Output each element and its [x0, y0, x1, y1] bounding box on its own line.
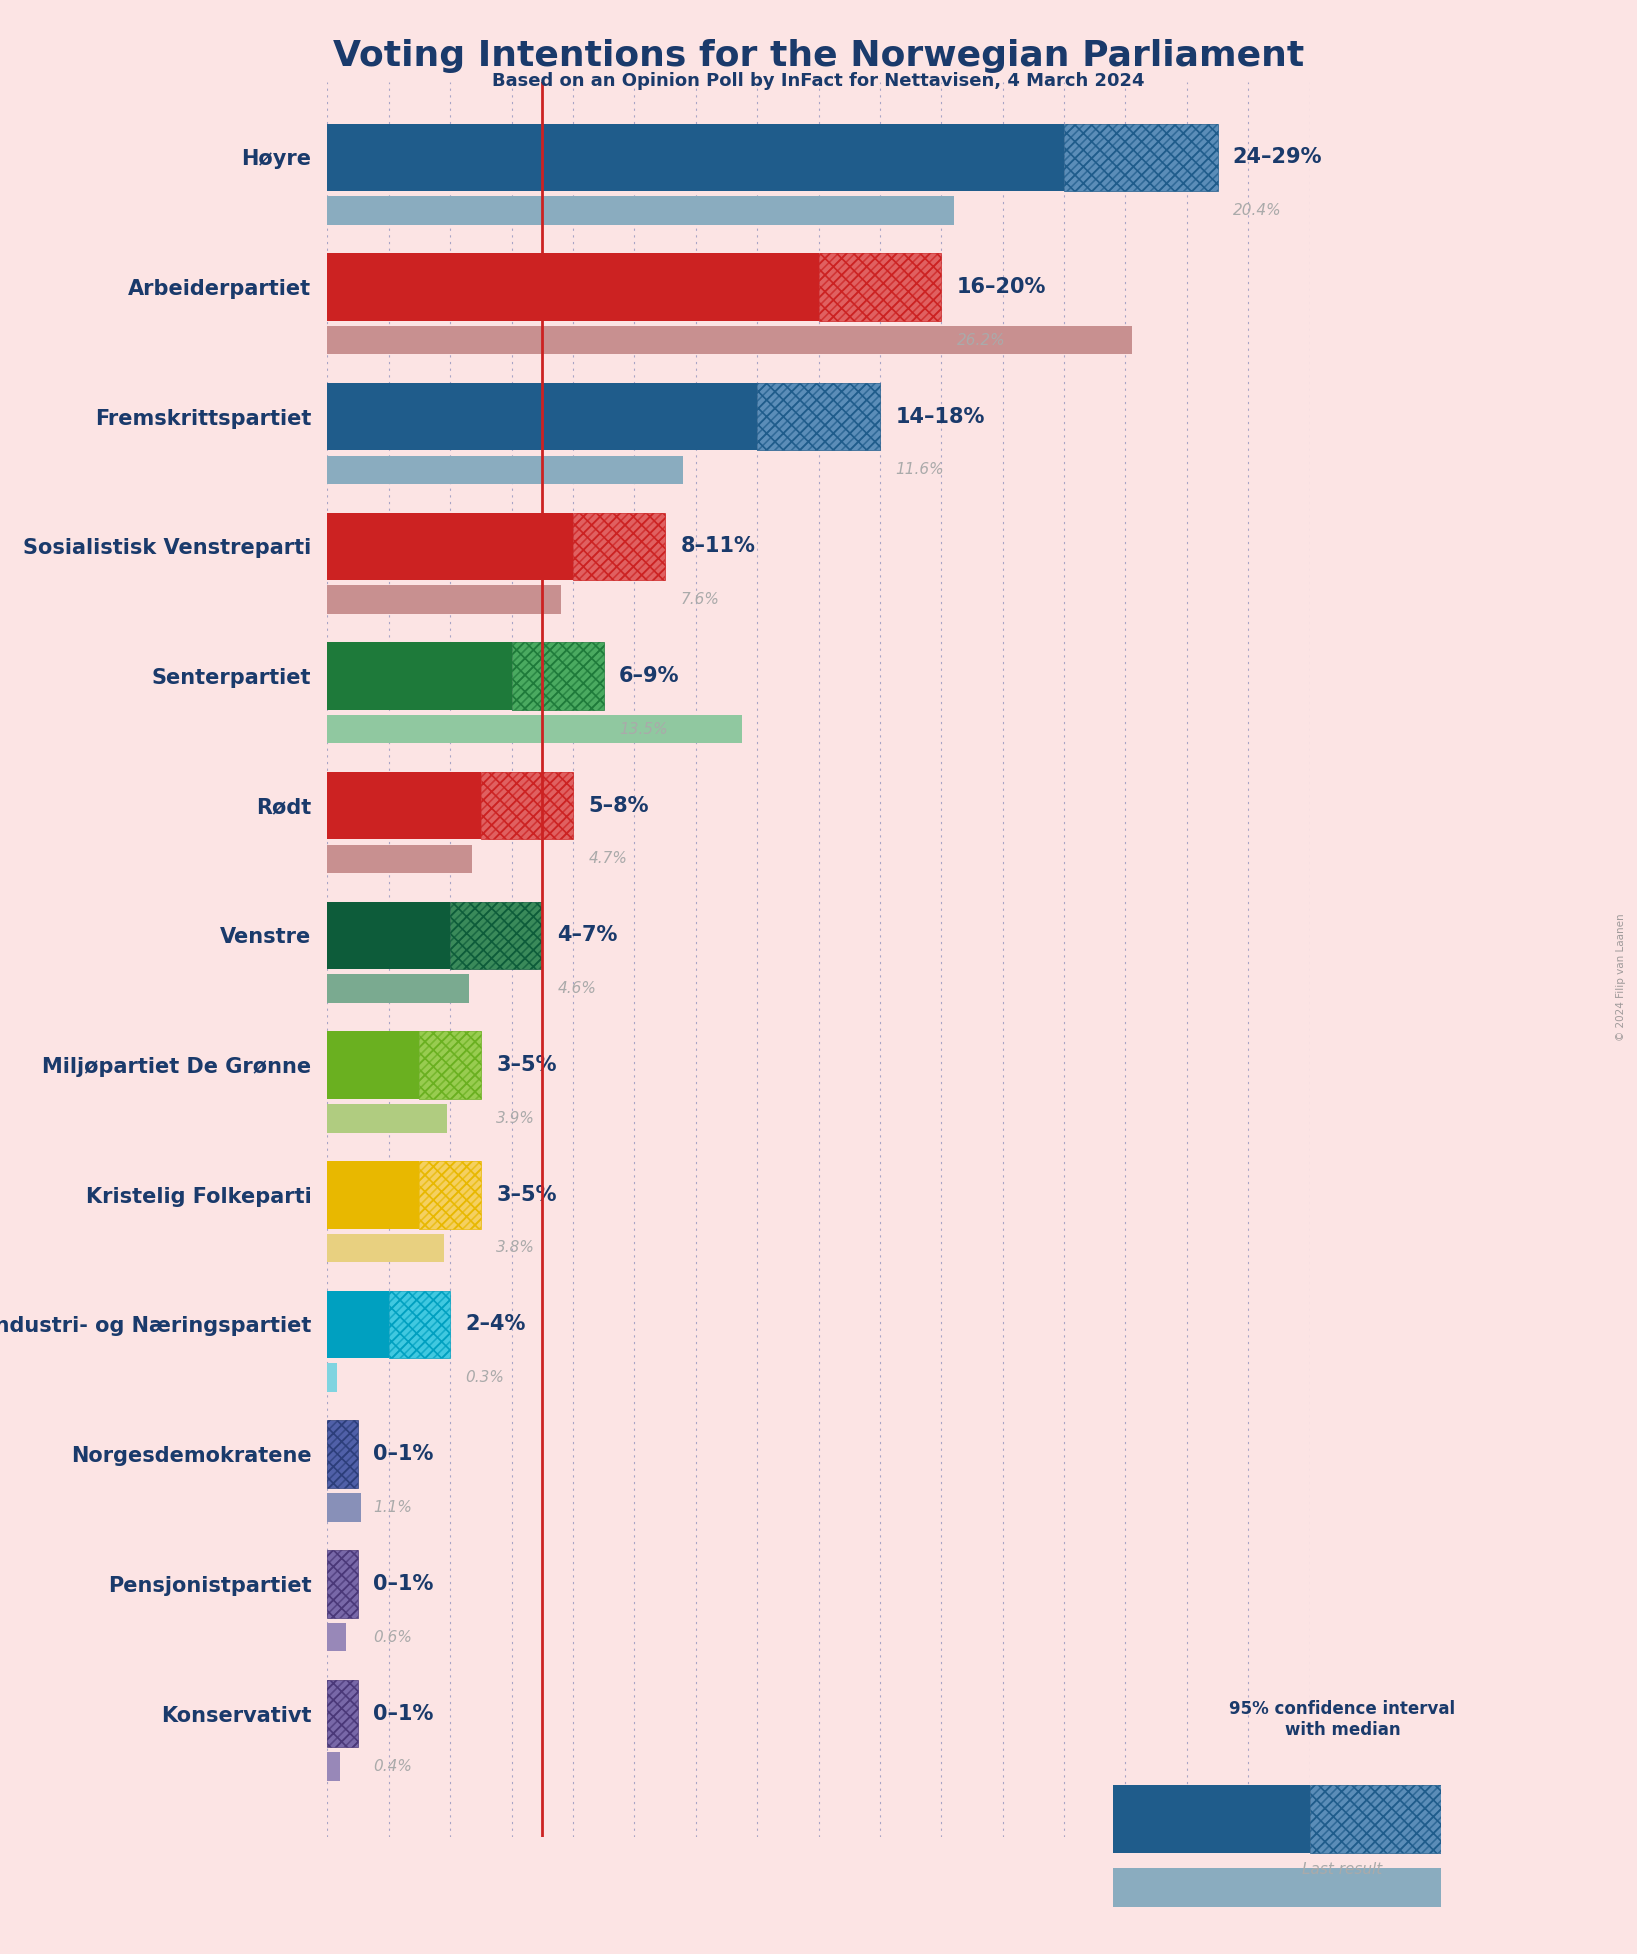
Bar	[481, 772, 573, 840]
Bar	[512, 643, 604, 709]
Bar	[327, 772, 481, 840]
Text: Based on an Opinion Poll by InFact for Nettavisen, 4 March 2024: Based on an Opinion Poll by InFact for N…	[493, 72, 1144, 90]
Text: 1.1%: 1.1%	[373, 1501, 413, 1514]
Bar	[573, 512, 665, 580]
Bar	[327, 455, 684, 485]
Bar	[450, 901, 542, 969]
Bar	[327, 1104, 447, 1133]
Text: 3.9%: 3.9%	[496, 1110, 535, 1126]
Text: 5–8%: 5–8%	[588, 795, 648, 815]
Bar	[818, 254, 941, 320]
Text: 6–9%: 6–9%	[619, 666, 679, 686]
Bar	[327, 975, 468, 1002]
Text: 4–7%: 4–7%	[558, 926, 619, 946]
Bar	[327, 1032, 419, 1098]
Text: Last result: Last result	[1301, 1862, 1383, 1878]
Bar	[327, 1421, 359, 1487]
Text: 3–5%: 3–5%	[496, 1184, 557, 1206]
Bar	[327, 326, 1131, 354]
Text: 0.3%: 0.3%	[465, 1370, 504, 1385]
Bar	[327, 1550, 359, 1618]
Bar	[450, 901, 542, 969]
Text: Voting Intentions for the Norwegian Parliament: Voting Intentions for the Norwegian Parl…	[332, 39, 1305, 72]
Bar	[419, 1032, 481, 1098]
Bar	[419, 1161, 481, 1229]
Bar	[327, 254, 818, 320]
Text: 95% confidence interval
with median: 95% confidence interval with median	[1229, 1700, 1455, 1739]
Bar	[1064, 123, 1218, 191]
Text: 11.6%: 11.6%	[895, 463, 945, 477]
Text: 3–5%: 3–5%	[496, 1055, 557, 1075]
Text: 14–18%: 14–18%	[895, 406, 984, 426]
Bar	[419, 1161, 481, 1229]
Bar	[327, 1292, 390, 1358]
Text: 3.8%: 3.8%	[496, 1241, 535, 1256]
Bar	[327, 586, 560, 614]
Bar	[419, 1032, 481, 1098]
Bar	[327, 1550, 359, 1618]
Bar	[390, 1292, 450, 1358]
Text: 7.6%: 7.6%	[681, 592, 719, 608]
Text: 24–29%: 24–29%	[1233, 147, 1323, 168]
Bar	[758, 383, 881, 449]
Bar	[327, 1161, 419, 1229]
Text: 26.2%: 26.2%	[956, 332, 1005, 348]
Bar	[818, 254, 941, 320]
Bar	[327, 123, 1064, 191]
Bar	[327, 1622, 345, 1651]
Text: 2–4%: 2–4%	[465, 1315, 525, 1335]
Text: © 2024 Filip van Laanen: © 2024 Filip van Laanen	[1616, 913, 1626, 1041]
Bar	[327, 512, 573, 580]
Bar	[327, 901, 450, 969]
Text: 13.5%: 13.5%	[619, 721, 668, 737]
Bar	[327, 1233, 444, 1262]
Bar	[327, 1680, 359, 1747]
Bar	[327, 1421, 359, 1487]
Bar	[327, 715, 742, 743]
Bar	[1064, 123, 1218, 191]
Bar	[512, 643, 604, 709]
Text: 16–20%: 16–20%	[956, 277, 1046, 297]
Bar	[573, 512, 665, 580]
Text: 20.4%: 20.4%	[1233, 203, 1282, 219]
Bar	[327, 643, 512, 709]
Bar	[327, 383, 758, 449]
Text: 0.6%: 0.6%	[373, 1630, 413, 1645]
Bar	[481, 772, 573, 840]
Bar	[327, 844, 471, 873]
Text: 0–1%: 0–1%	[373, 1573, 434, 1594]
Text: 4.7%: 4.7%	[588, 852, 627, 866]
Bar	[327, 1493, 362, 1522]
Bar	[758, 383, 881, 449]
Bar	[327, 1680, 359, 1747]
Bar	[327, 1364, 337, 1391]
Text: 0–1%: 0–1%	[373, 1704, 434, 1723]
Bar	[390, 1292, 450, 1358]
Bar	[327, 195, 953, 225]
Text: 0–1%: 0–1%	[373, 1444, 434, 1464]
Bar	[327, 1753, 340, 1780]
Text: 4.6%: 4.6%	[558, 981, 596, 997]
Text: 0.4%: 0.4%	[373, 1759, 413, 1774]
Text: 8–11%: 8–11%	[681, 535, 755, 557]
